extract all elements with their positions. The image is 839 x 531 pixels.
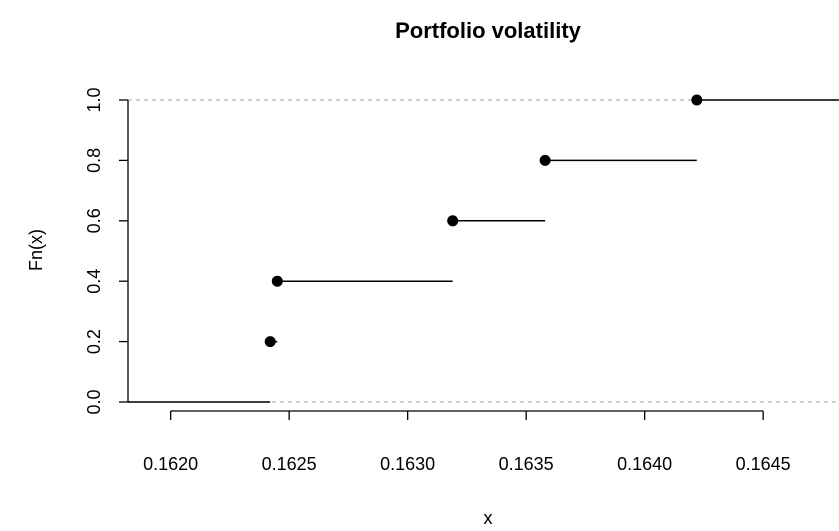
y-tick-label: 0.4 [84,269,104,294]
x-tick-label: 0.1640 [617,454,672,474]
step-segments [128,99,839,403]
x-axis-label: x [484,508,493,528]
x-tick-label: 0.1625 [262,454,317,474]
y-tick-label: 0.8 [84,148,104,173]
chart-title: Portfolio volatility [395,18,582,43]
data-point [271,275,283,287]
data-point [264,336,276,348]
x-tick-label: 0.1635 [499,454,554,474]
y-axis-label: Fn(x) [26,229,46,271]
x-tick-label: 0.1630 [380,454,435,474]
y-axis: 0.0 0.2 0.4 0.6 0.8 1.0 [84,87,129,415]
y-tick-label: 1.0 [84,87,104,112]
y-tick-label: 0.0 [84,389,104,414]
data-point [539,154,551,166]
y-tick-label: 0.2 [84,329,104,354]
step-points [264,94,703,348]
reference-lines [128,99,839,403]
data-point [447,215,459,227]
x-axis: 0.1620 0.1625 0.1630 0.1635 0.1640 0.1645 [143,410,791,474]
data-point [691,94,703,106]
x-tick-label: 0.1620 [143,454,198,474]
x-tick-label: 0.1645 [736,454,791,474]
y-tick-label: 0.6 [84,208,104,233]
